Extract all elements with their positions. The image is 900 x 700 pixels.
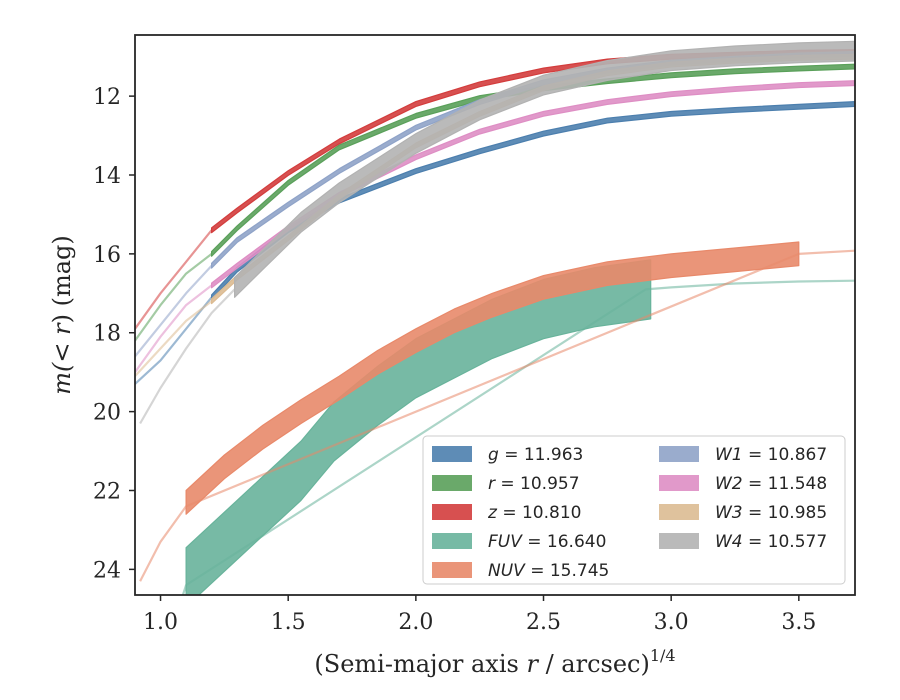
- legend-item-w3: W3 = 10.985: [659, 503, 827, 523]
- series-w4: [139, 40, 855, 425]
- series-w2-extrapolated-line: [135, 284, 213, 373]
- series-z-band: [211, 49, 855, 234]
- series-r-band: [211, 63, 855, 257]
- series-z: [135, 49, 855, 330]
- series-w1: [135, 51, 855, 358]
- y-axis-ticks: 12 14 16 18 20 22 24: [93, 85, 135, 583]
- legend-label: NUV = 15.745: [488, 561, 609, 581]
- legend-label: W1 = 10.867: [715, 445, 827, 465]
- y-tick-label: 24: [93, 558, 121, 583]
- series-w1-band: [211, 51, 855, 269]
- legend-swatch: [432, 475, 472, 491]
- plot-frame: [134, 34, 856, 596]
- legend-swatch: [659, 475, 699, 491]
- legend-swatch: [432, 504, 472, 520]
- legend-item-z: z = 10.810: [432, 503, 581, 523]
- legend-label: W4 = 10.577: [715, 532, 827, 552]
- series-g-extrapolated-line: [135, 296, 213, 385]
- y-axis-label: m(< r) (mag): [48, 235, 76, 395]
- series-z-extrapolated-line: [135, 229, 213, 330]
- legend-item-w2: W2 = 11.548: [659, 474, 827, 494]
- series-r: [135, 63, 855, 342]
- y-tick-label: 12: [93, 85, 121, 110]
- legend-swatch: [659, 446, 699, 462]
- x-tick-label: 2.0: [398, 610, 433, 635]
- series-w3-extrapolated-line: [135, 300, 213, 377]
- legend-label: W3 = 10.985: [715, 503, 827, 523]
- y-tick-label: 18: [93, 322, 121, 347]
- legend-label: r = 10.957: [488, 474, 580, 494]
- legend-item-w1: W1 = 10.867: [659, 445, 827, 465]
- x-tick-label: 1.5: [271, 610, 306, 635]
- y-tick-label: 22: [93, 479, 121, 504]
- series-r-extrapolated-line: [135, 253, 213, 342]
- x-axis-label: (Semi-major axis r / arcsec)1/4: [314, 646, 675, 678]
- legend-label: g = 11.963: [488, 445, 583, 465]
- x-tick-label: 3.0: [654, 610, 689, 635]
- legend-swatch: [659, 504, 699, 520]
- series-w4-band: [234, 40, 855, 298]
- legend: g = 11.963 r = 10.957 z = 10.810 FUV = 16.6…: [422, 435, 846, 585]
- legend-label: W2 = 11.548: [715, 474, 827, 494]
- x-tick-label: 3.5: [781, 610, 816, 635]
- legend-item-fuv: FUV = 16.640: [432, 532, 606, 552]
- legend-box: [422, 435, 846, 585]
- series-w1-extrapolated-line: [135, 264, 213, 358]
- x-tick-label: 1.0: [143, 610, 178, 635]
- series-nuv: [139, 241, 855, 582]
- legend-swatch: [432, 562, 472, 578]
- legend-swatch: [432, 446, 472, 462]
- legend-item-w4: W4 = 10.577: [659, 532, 827, 552]
- legend-item-r: r = 10.957: [432, 474, 580, 494]
- x-tick-label: 2.5: [526, 610, 561, 635]
- y-tick-label: 16: [93, 243, 121, 268]
- legend-swatch: [659, 533, 699, 549]
- series-layer: [135, 40, 855, 595]
- legend-swatch: [432, 533, 472, 549]
- y-tick-label: 14: [93, 164, 121, 189]
- y-tick-label: 20: [93, 401, 121, 426]
- legend-item-nuv: NUV = 15.745: [432, 561, 609, 581]
- series-nuv-band: [185, 241, 800, 515]
- legend-label: FUV = 16.640: [488, 532, 606, 552]
- series-w4-extrapolated-line: [139, 288, 236, 425]
- legend-item-g: g = 11.963: [432, 445, 583, 465]
- legend-label: z = 10.810: [487, 503, 581, 523]
- x-axis-ticks: 1.0 1.5 2.0 2.5 3.0 3.5: [143, 595, 816, 635]
